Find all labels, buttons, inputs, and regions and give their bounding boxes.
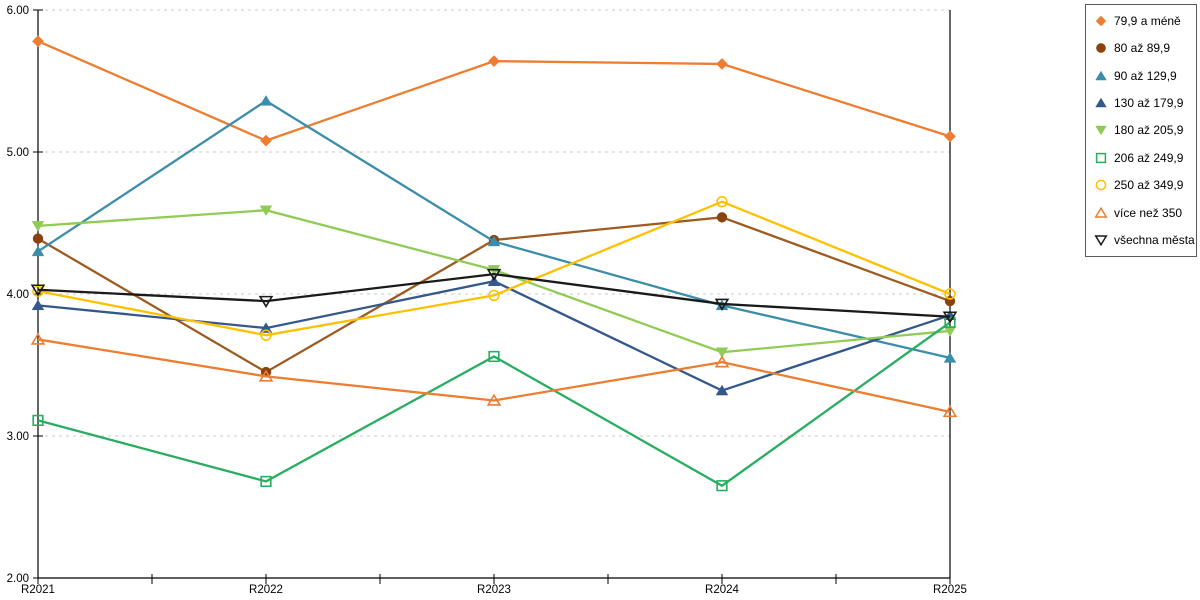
square-marker-glyph xyxy=(1095,152,1107,164)
triangle-up-marker xyxy=(714,355,730,368)
legend-item-label: 80 až 89,9 xyxy=(1114,41,1171,56)
triangle-up-legend-icon xyxy=(1095,70,1107,80)
circle-marker xyxy=(488,289,500,302)
circle-marker-glyph xyxy=(1095,179,1107,191)
triangle-up-marker xyxy=(259,322,273,333)
triangle-up-marker xyxy=(486,393,502,406)
legend-item-label: 250 až 349,9 xyxy=(1114,178,1184,193)
triangle-up-marker xyxy=(258,369,274,382)
legend-item: 206 až 249,9 xyxy=(1086,145,1196,171)
triangle-up-marker xyxy=(31,245,45,257)
y-tick-label: 3.00 xyxy=(7,431,29,443)
legend-item: 79,9 a méně xyxy=(1086,8,1196,34)
triangle-down-marker-glyph xyxy=(1094,235,1108,247)
diamond-marker-glyph xyxy=(1095,15,1107,27)
circle-marker xyxy=(32,233,44,244)
legend-item: 180 až 205,9 xyxy=(1086,117,1196,143)
x-tick-label: R2024 xyxy=(705,584,739,596)
y-tick-label: 5.00 xyxy=(7,147,29,159)
legend-item: 250 až 349,9 xyxy=(1086,172,1196,198)
triangle-up-marker xyxy=(30,332,46,345)
legend-item-label: 90 až 129,9 xyxy=(1114,68,1177,83)
triangle-up-marker xyxy=(715,384,729,396)
triangle-down-marker-glyph xyxy=(1095,126,1107,136)
triangle-up-legend-icon xyxy=(1095,97,1107,108)
y-tick-label: 6.00 xyxy=(7,5,29,17)
diamond-marker xyxy=(716,58,728,70)
legend-item-label: více než 350 xyxy=(1114,205,1183,220)
legend-item-label: 206 až 249,9 xyxy=(1114,150,1184,165)
diamond-marker xyxy=(32,35,44,48)
legend-item: všechna města xyxy=(1086,227,1196,253)
triangle-up-marker xyxy=(259,95,273,106)
triangle-down-marker xyxy=(715,347,729,359)
legend-item: více než 350 xyxy=(1086,200,1196,226)
circle-legend-icon xyxy=(1095,179,1107,191)
square-marker xyxy=(32,414,44,426)
triangle-down-marker xyxy=(258,295,274,308)
circle-marker xyxy=(716,212,728,223)
triangle-down-marker xyxy=(30,284,46,297)
square-marker xyxy=(488,350,500,363)
legend-item-label: 130 až 179,9 xyxy=(1114,96,1184,111)
x-tick-label: R2022 xyxy=(249,584,283,596)
triangle-down-marker xyxy=(714,298,730,311)
triangle-up-marker-glyph xyxy=(1095,97,1107,108)
square-marker xyxy=(716,480,728,492)
triangle-up-marker-glyph xyxy=(1095,70,1107,80)
circle-marker xyxy=(944,288,956,300)
legend-item: 80 až 89,9 xyxy=(1086,35,1196,61)
series-line-6 xyxy=(37,321,951,488)
legend-item: 90 až 129,9 xyxy=(1086,63,1196,89)
series-line-8 xyxy=(37,338,951,413)
legend-item-label: 79,9 a méně xyxy=(1114,13,1181,28)
triangle-down-marker xyxy=(942,311,958,324)
square-marker xyxy=(944,316,956,329)
circle-marker-glyph xyxy=(1096,43,1106,54)
chart-legend: 79,9 a méně 80 až 89,9 90 až 129,9 130 až 1… xyxy=(1085,4,1197,257)
triangle-down-marker xyxy=(486,268,502,281)
x-tick-label: R2025 xyxy=(933,584,967,596)
x-tick-label: R2023 xyxy=(477,584,511,596)
circle-marker xyxy=(716,195,728,208)
square-marker xyxy=(260,475,272,488)
diamond-legend-icon xyxy=(1095,15,1107,27)
triangle-down-marker xyxy=(31,221,45,232)
triangle-down-marker xyxy=(259,205,273,217)
circle-legend-icon xyxy=(1096,43,1106,54)
legend-item-label: všechna města xyxy=(1114,233,1195,248)
triangle-down-legend-icon xyxy=(1095,126,1107,136)
diamond-marker xyxy=(488,55,500,68)
legend-item: 130 až 179,9 xyxy=(1086,90,1196,116)
diamond-marker xyxy=(944,130,956,143)
triangle-up-marker-glyph xyxy=(1094,206,1108,218)
triangle-down-legend-icon xyxy=(1094,235,1108,247)
triangle-up-marker xyxy=(487,235,501,247)
x-tick-label: R2021 xyxy=(21,584,55,596)
series-line-7 xyxy=(37,200,951,337)
triangle-up-marker xyxy=(943,352,957,363)
triangle-up-legend-icon xyxy=(1094,206,1108,218)
series-line-9 xyxy=(37,272,951,318)
triangle-up-marker xyxy=(31,299,45,311)
diamond-marker xyxy=(260,134,272,147)
y-tick-label: 2.00 xyxy=(7,573,29,585)
legend-item-label: 180 až 205,9 xyxy=(1114,123,1184,138)
square-legend-icon xyxy=(1095,152,1107,164)
y-tick-label: 4.00 xyxy=(7,289,29,301)
circle-marker xyxy=(260,329,272,341)
triangle-up-marker xyxy=(942,404,958,418)
